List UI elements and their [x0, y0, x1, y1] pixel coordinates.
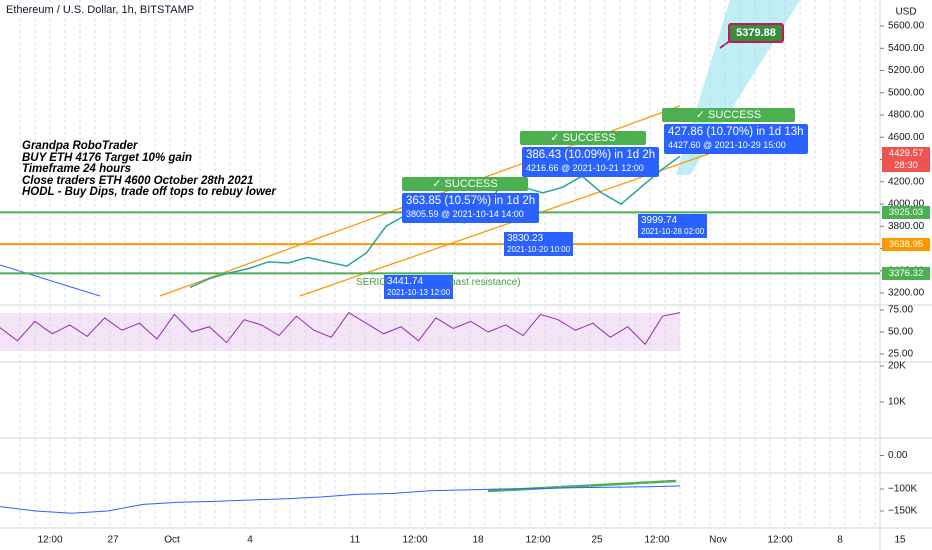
- success-label: ✓ SUCCESS: [520, 131, 646, 145]
- panel-tick-label: 75.00: [888, 305, 913, 316]
- y-tick-label: 3800.00: [888, 221, 925, 232]
- x-tick-label: 15: [894, 535, 906, 546]
- panel-tick-label: 10K: [888, 397, 906, 408]
- gain-box: 386.43 (10.09%) in 1d 2h 4216.66 @ 2021-1…: [522, 147, 660, 177]
- x-tick-label: Nov: [709, 535, 727, 546]
- point-price: 3441.74: [387, 276, 424, 287]
- trendline: [0, 264, 101, 297]
- point-label: 3999.74 2021-10-28 02:00: [638, 214, 708, 238]
- y-tick-label: 4600.00: [888, 132, 925, 143]
- last-price: 4429.57: [882, 147, 930, 161]
- y-tick-label: 4800.00: [888, 110, 925, 121]
- x-tick-label: 11: [350, 535, 361, 546]
- point-time: 2021-10-20 10:00: [507, 245, 571, 254]
- level-label: 3925.03: [882, 205, 930, 219]
- panel-tick-label: 50.00: [888, 327, 913, 338]
- x-tick-label: 12:00: [525, 535, 550, 546]
- resistance-text: past resistance): [450, 277, 521, 288]
- x-tick-label: 25: [591, 535, 603, 546]
- obv-line: [0, 485, 681, 514]
- y-tick-label: 4200.00: [888, 176, 925, 187]
- countdown: 28:30: [882, 159, 930, 173]
- rsi-band: [0, 313, 680, 351]
- note: Grandpa RoboTrader BUY ETH 4176 Target 1…: [22, 140, 276, 199]
- panel-tick-label: −100K: [888, 484, 918, 495]
- x-tick-label: 27: [107, 535, 119, 546]
- point-time: 2021-10-13 12:00: [387, 288, 451, 297]
- x-tick-label: 12:00: [402, 535, 427, 546]
- serio-text: SERIO: [356, 277, 388, 288]
- panel-tick-label: −150K: [888, 506, 918, 517]
- note-line: Timeframe 24 hours: [22, 163, 132, 175]
- note-line: Close traders ETH 4600 October 28th 2021: [22, 174, 254, 187]
- gain-detail: 4427.60 @ 2021-10-29 15:00: [668, 140, 786, 150]
- target-label: 5379.88: [728, 23, 784, 43]
- note-line: HODL - Buy Dips, trade off tops to rebuy…: [22, 186, 276, 198]
- point-label: 3830.23 2021-10-20 10:00: [504, 232, 574, 256]
- y-tick-label: 3200.00: [888, 288, 925, 299]
- gain: 427.86 (10.70%) in 1d 13h: [668, 126, 804, 138]
- y-tick-label: 4000.00: [888, 199, 925, 210]
- y-tick-label: 5600.00: [888, 21, 925, 32]
- level-label: 3638.95: [882, 237, 930, 251]
- gain-box: 363.85 (10.57%) in 1d 2h 3805.59 @ 2021-1…: [402, 193, 540, 223]
- success-label: ✓ SUCCESS: [662, 108, 795, 122]
- panel-tick-label: 20K: [888, 361, 906, 372]
- currency: USD: [895, 7, 916, 18]
- gain-detail: 4216.66 @ 2021-10-21 12:00: [526, 163, 644, 173]
- point-price: 3999.74: [641, 215, 678, 226]
- point-price: 3830.23: [507, 233, 544, 244]
- x-tick-label: 18: [472, 535, 484, 546]
- level-label: 3376.32: [882, 266, 930, 280]
- y-tick-label: 5000.00: [888, 87, 925, 98]
- gain-detail: 3805.59 @ 2021-10-14 14:00: [406, 209, 524, 219]
- x-tick-label: 12:00: [644, 535, 669, 546]
- gain: 386.43 (10.09%) in 1d 2h: [526, 149, 656, 161]
- gain-box: 427.86 (10.70%) in 1d 13h 4427.60 @ 2021-…: [664, 124, 808, 154]
- x-tick-label: 4: [247, 535, 253, 546]
- obv-trendline: [487, 479, 677, 493]
- x-tick-label: 8: [837, 535, 843, 546]
- gain: 363.85 (10.57%) in 1d 2h: [406, 195, 536, 207]
- panel-tick-label: 25.00: [888, 349, 913, 360]
- point-label: 3441.74 2021-10-13 12:00: [384, 275, 454, 299]
- y-tick-label: 5400.00: [888, 43, 925, 54]
- note-line: BUY ETH 4176 Target 10% gain: [22, 151, 193, 164]
- success-label: ✓ SUCCESS: [402, 177, 528, 191]
- note-line: Grandpa RoboTrader: [22, 140, 138, 152]
- chart-title: Ethereum / U.S. Dollar, 1h, BITSTAMP: [6, 4, 195, 16]
- x-tick-label: 12:00: [767, 535, 792, 546]
- panel-tick-label: 0.00: [888, 450, 908, 461]
- y-tick-label: 5200.00: [888, 65, 925, 76]
- point-time: 2021-10-28 02:00: [641, 227, 705, 236]
- rsi-line: [0, 311, 681, 346]
- x-tick-label: Oct: [164, 535, 180, 546]
- x-tick-label: 12:00: [37, 535, 62, 546]
